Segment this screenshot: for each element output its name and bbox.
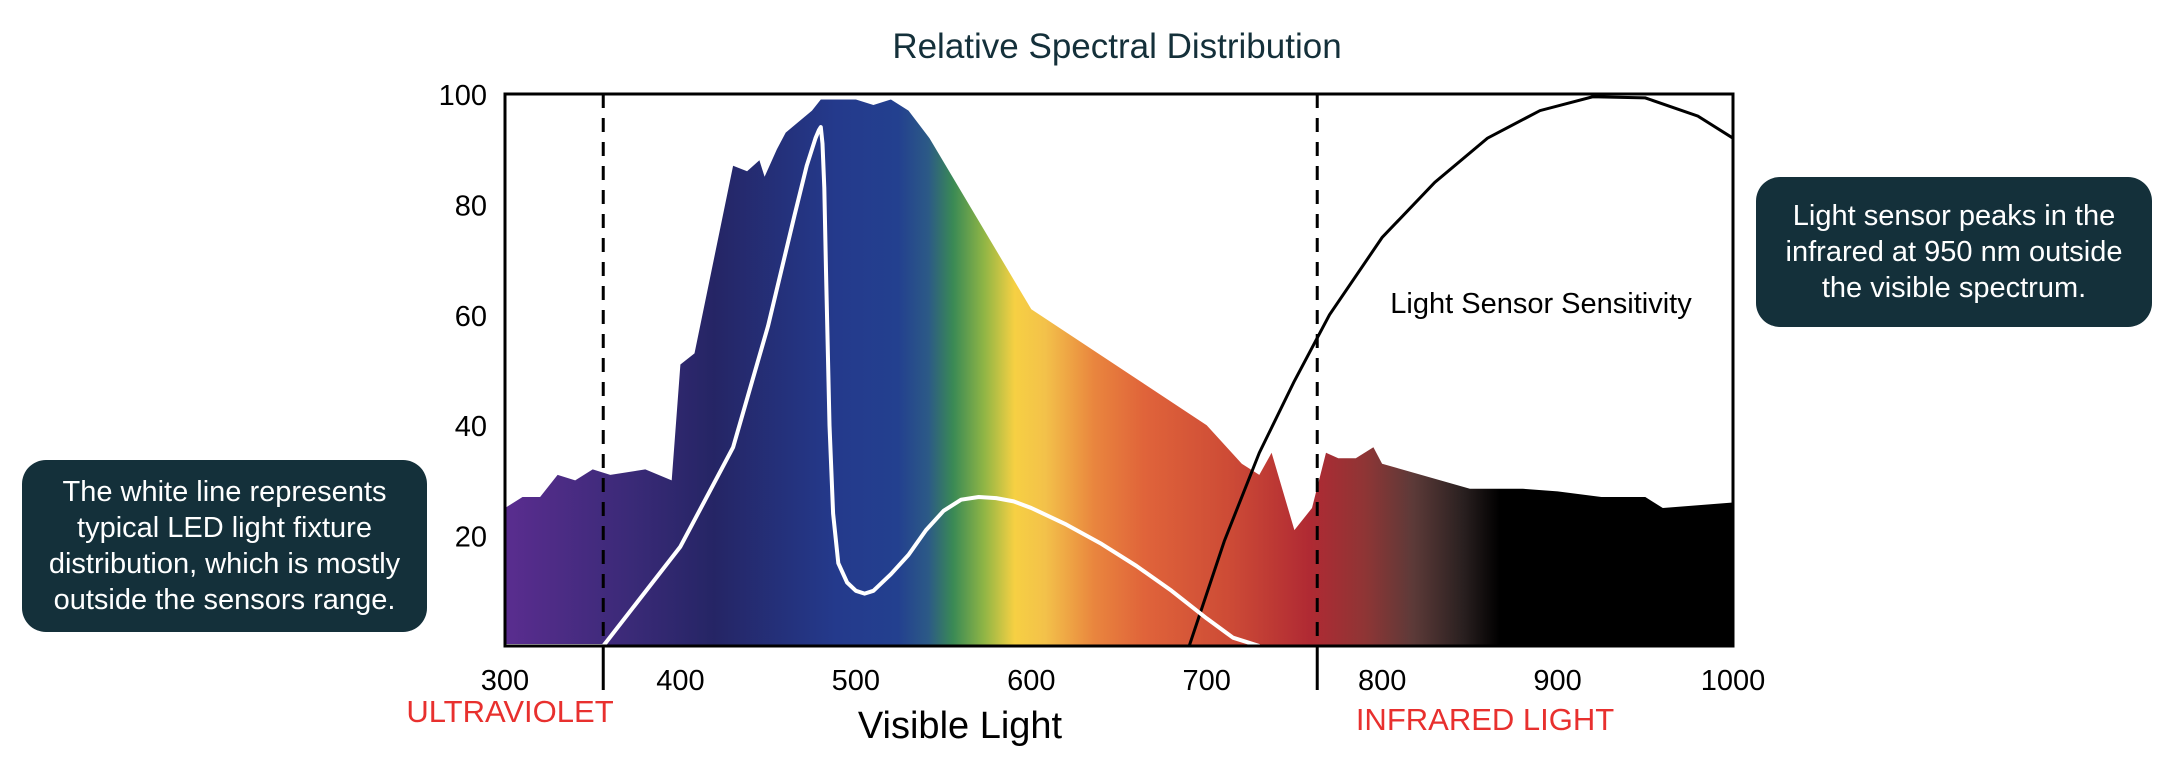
- x-tick-label: 300: [481, 665, 529, 697]
- led-fixture-curve: [505, 125, 1260, 646]
- x-tick-label: 600: [1007, 665, 1055, 697]
- light-sensor-curve: [1187, 95, 1733, 646]
- y-tick-label: 80: [455, 190, 487, 222]
- x-tick-label: 1000: [1701, 665, 1766, 697]
- callout-line: the visible spectrum.: [1821, 272, 2087, 304]
- callout-line: distribution, which is mostly: [48, 548, 401, 580]
- x-tick-label: 500: [832, 665, 880, 697]
- x-tick-label: 400: [656, 665, 704, 697]
- sensor-curve-label: Light Sensor Sensitivity: [1390, 288, 1692, 320]
- sensor-callout: Light sensor peaks in the infrared at 95…: [1756, 177, 2152, 327]
- y-tick-label: 60: [455, 301, 487, 333]
- callout-line: infrared at 950 nm outside: [1785, 236, 2123, 268]
- ir-label: INFRARED LIGHT: [1356, 702, 1614, 737]
- y-tick-label: 100: [439, 80, 487, 112]
- led-callout: The white line represents typical LED li…: [22, 460, 427, 632]
- y-tick-label: 20: [455, 522, 487, 554]
- x-axis-label: Visible Light: [858, 705, 1063, 747]
- x-axis-ticks: 300 400 500 600 700 800 900 1000: [481, 665, 1765, 697]
- callout-line: typical LED light fixture: [77, 512, 372, 544]
- spectrum-area: [505, 99, 1733, 646]
- x-tick-label: 900: [1533, 665, 1581, 697]
- callout-line: The white line represents: [62, 476, 387, 508]
- y-tick-label: 40: [455, 411, 487, 443]
- plot-frame: [503, 92, 1735, 648]
- uv-label: ULTRAVIOLET: [406, 694, 613, 729]
- x-tick-label: 700: [1183, 665, 1231, 697]
- callout-line: Light sensor peaks in the: [1792, 200, 2116, 232]
- x-tick-label: 800: [1358, 665, 1406, 697]
- callout-line: outside the sensors range.: [53, 584, 396, 616]
- y-axis-ticks: 20 40 60 80 100: [439, 80, 487, 554]
- chart-title: Relative Spectral Distribution: [892, 27, 1341, 66]
